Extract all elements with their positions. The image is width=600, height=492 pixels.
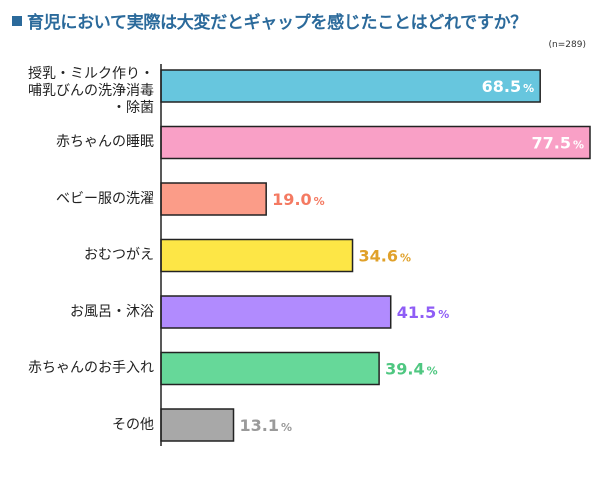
data-label: 68.5% <box>482 77 535 96</box>
category-label-line: お風呂・沐浴 <box>70 303 154 320</box>
category-label: 赤ちゃんの睡眠 <box>56 134 154 151</box>
category-label-line: 赤ちゃんの睡眠 <box>56 134 154 150</box>
category-label: お風呂・沐浴 <box>70 304 154 321</box>
data-label: 41.5% <box>397 303 450 322</box>
category-label-line: 授乳・ミルク作り・ <box>28 66 154 82</box>
category-label-line: その他 <box>112 416 154 433</box>
bar <box>160 125 591 160</box>
chart-title: 育児において実際は大変だとギャップを感じたことはどれですか？ <box>12 8 527 33</box>
category-label-line: ベビー服の洗濯 <box>56 190 154 207</box>
bar <box>160 351 380 386</box>
bar <box>160 238 354 273</box>
category-label: 授乳・ミルク作り・ 哺乳びんの洗浄消毒 ・除菌 <box>28 66 154 117</box>
bar <box>160 408 235 442</box>
category-label: おむつがえ <box>84 247 154 264</box>
category-label: 赤ちゃんのお手入れ <box>28 360 154 377</box>
category-label-line: ・除菌 <box>112 100 154 116</box>
category-label-line: 哺乳びんの洗浄消毒 <box>28 83 154 99</box>
chart-title-text: 育児において実際は大変だとギャップを感じたことはどれですか？ <box>27 13 527 33</box>
category-label-line: 赤ちゃんのお手入れ <box>28 360 154 376</box>
sample-size: (n=289) <box>548 40 586 50</box>
data-label: 19.0% <box>272 190 325 209</box>
data-label: 13.1% <box>240 416 293 435</box>
bar <box>160 182 267 216</box>
bar <box>160 295 392 329</box>
square-bullet-icon <box>12 16 22 26</box>
data-label: 39.4% <box>385 360 438 379</box>
data-label: 34.6% <box>359 247 412 266</box>
category-label: その他 <box>112 417 154 434</box>
category-label: ベビー服の洗濯 <box>56 191 154 208</box>
category-label-line: おむつがえ <box>84 247 154 263</box>
data-label: 77.5% <box>531 134 584 153</box>
